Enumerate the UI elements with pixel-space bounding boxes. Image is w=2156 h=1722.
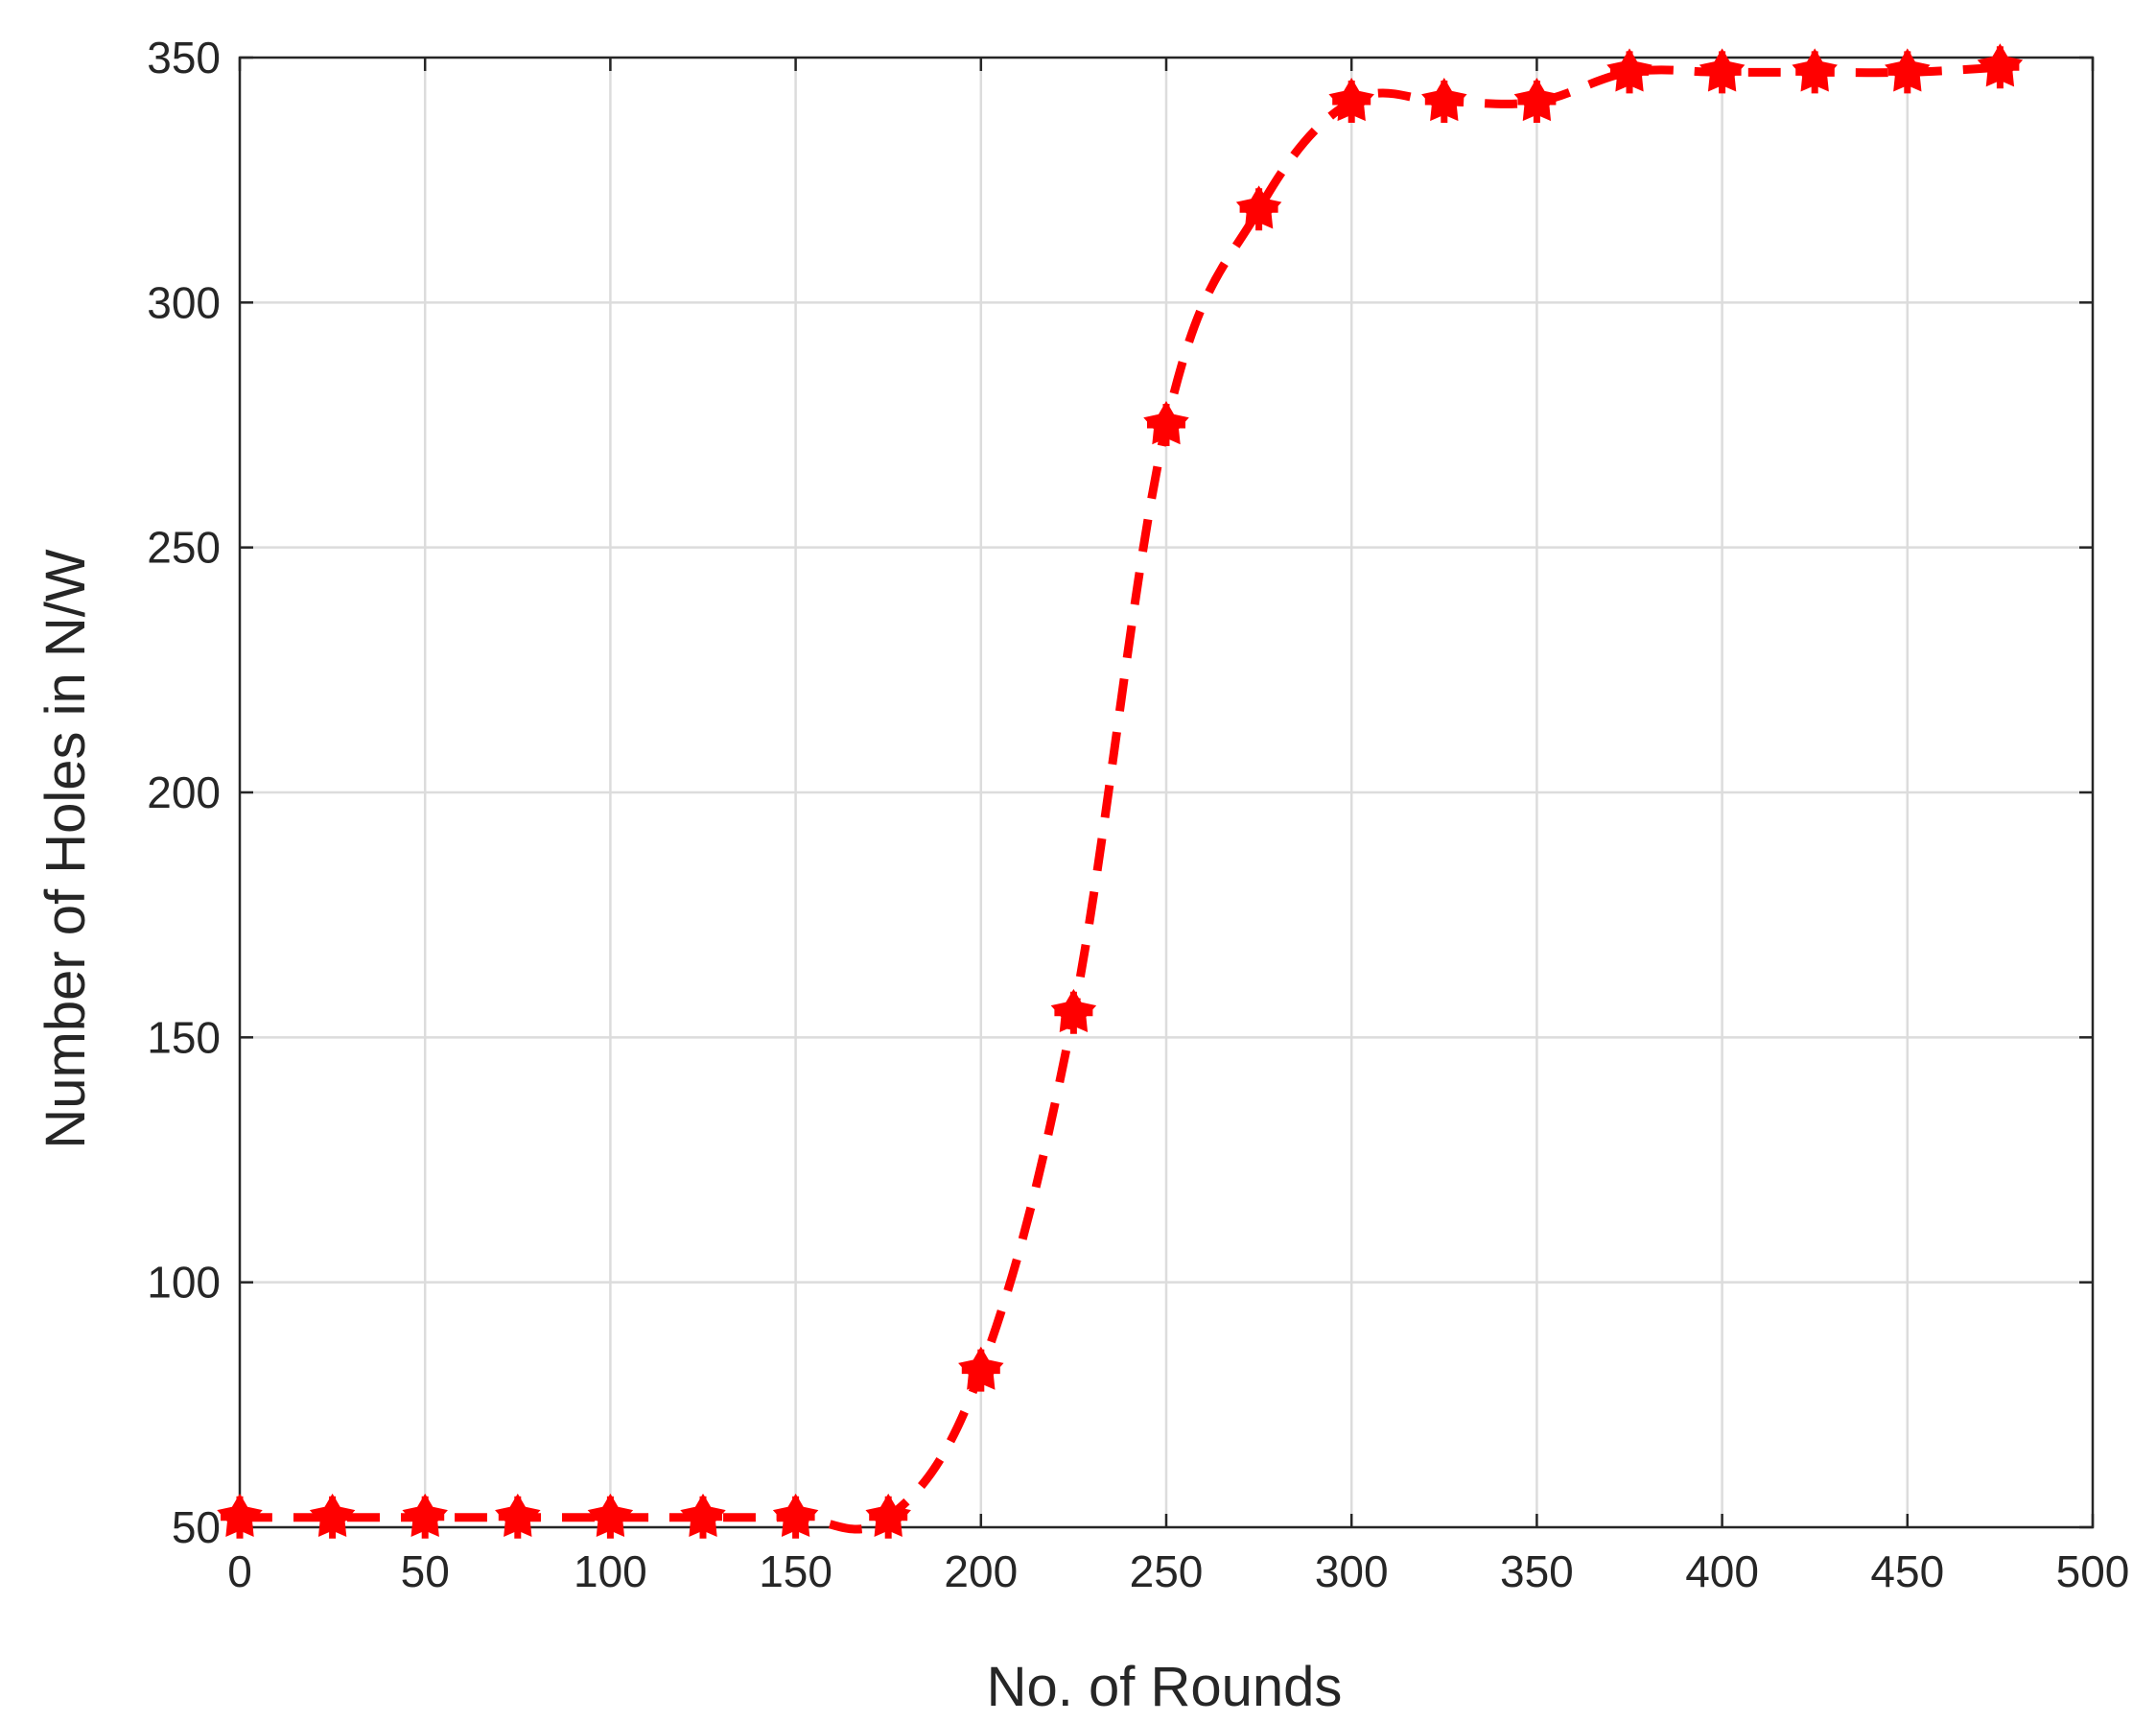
data-point — [865, 1493, 911, 1539]
data-point — [217, 1493, 263, 1539]
marker-core — [1617, 59, 1642, 85]
series-line — [240, 62, 2001, 1534]
series-line-0 — [240, 62, 2001, 1534]
y-tick-label: 250 — [147, 523, 221, 573]
marker-core — [783, 1504, 808, 1530]
x-tick-label: 150 — [759, 1546, 832, 1596]
data-point — [1421, 77, 1467, 123]
x-tick-label: 200 — [944, 1546, 1018, 1596]
data-point — [1792, 48, 1838, 94]
data-point — [1513, 77, 1560, 123]
marker-core — [691, 1504, 715, 1530]
x-tick-label: 50 — [401, 1546, 450, 1596]
grid-lines — [240, 58, 2093, 1527]
x-tick-label: 250 — [1130, 1546, 1204, 1596]
marker-core — [1246, 197, 1272, 223]
x-tick-label: 300 — [1315, 1546, 1389, 1596]
marker-core — [1987, 55, 2013, 81]
marker-core — [968, 1357, 994, 1383]
data-point — [772, 1493, 819, 1539]
x-axis-title: No. of Rounds — [987, 1656, 1343, 1718]
marker-core — [1339, 88, 1365, 114]
x-tick-label: 0 — [227, 1546, 252, 1596]
marker-core — [1154, 413, 1179, 437]
marker-core — [876, 1504, 902, 1530]
y-tick-label: 150 — [147, 1012, 221, 1062]
y-tick-label: 50 — [172, 1502, 221, 1552]
marker-core — [1431, 88, 1457, 114]
marker-core — [1894, 59, 1920, 85]
data-point — [1235, 185, 1282, 231]
marker-core — [227, 1504, 252, 1530]
marker-core — [1802, 59, 1828, 85]
y-tick-label: 100 — [147, 1258, 221, 1308]
data-point — [1143, 401, 1189, 446]
x-tick-label: 500 — [2056, 1546, 2130, 1596]
y-tick-label: 350 — [147, 33, 221, 83]
data-point — [402, 1493, 448, 1539]
data-point — [587, 1493, 634, 1539]
x-tick-label: 100 — [574, 1546, 647, 1596]
data-point — [1328, 77, 1374, 123]
marker-core — [319, 1504, 345, 1530]
marker-core — [1709, 59, 1735, 85]
marker-core — [1524, 88, 1550, 114]
data-point — [1977, 43, 2024, 89]
data-point — [1606, 48, 1652, 94]
data-point — [680, 1493, 726, 1539]
data-point — [1050, 988, 1097, 1034]
data-point — [309, 1493, 356, 1539]
data-point — [958, 1346, 1004, 1392]
data-markers — [217, 43, 2024, 1539]
marker-core — [412, 1504, 438, 1530]
marker-core — [598, 1504, 623, 1530]
y-tick-label: 200 — [147, 767, 221, 817]
data-point — [495, 1493, 541, 1539]
data-point — [1699, 48, 1746, 94]
x-tick-label: 350 — [1500, 1546, 1574, 1596]
data-point — [1885, 48, 1931, 94]
marker-core — [504, 1504, 530, 1530]
x-tick-label: 400 — [1685, 1546, 1759, 1596]
x-tick-label: 450 — [1870, 1546, 1944, 1596]
y-axis-title: Number of Holes in N/W — [35, 549, 97, 1149]
marker-core — [1061, 1000, 1087, 1026]
y-tick-label: 300 — [147, 277, 221, 327]
tick-labels: 0 50 100 150 200 250 300 350 400 450 5005010015020… — [147, 33, 2129, 1596]
